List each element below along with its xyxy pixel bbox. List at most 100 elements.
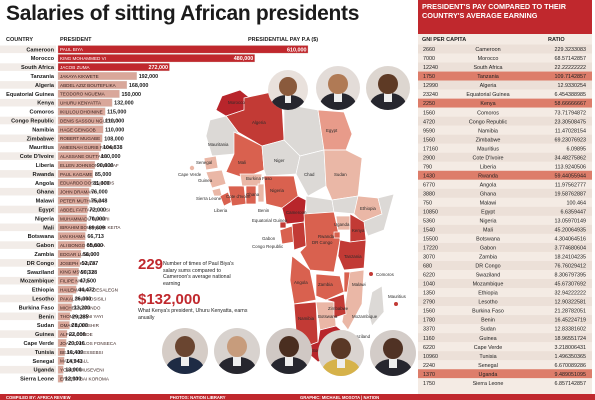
- salary-value-label: 90,000: [97, 163, 114, 169]
- gni-value: 12240: [423, 65, 438, 71]
- ratio-value: 6.09895: [567, 146, 587, 152]
- map-senegal: [203, 155, 219, 171]
- salary-bar: [57, 321, 70, 330]
- salary-bar: [57, 250, 82, 258]
- salary-value-label: 108,000: [104, 136, 124, 142]
- ratio-country: DR Congo: [475, 264, 500, 270]
- country-band: [0, 374, 56, 383]
- salary-value-label: 115,000: [107, 110, 126, 116]
- president-label: ALPHA CONDE: [60, 332, 93, 337]
- map-rwanda: [333, 231, 341, 239]
- gni-value: 1540: [423, 228, 435, 234]
- map-chad: [295, 149, 327, 197]
- ratio-country: Tunisia: [479, 354, 496, 360]
- map-label: Cape Verde: [178, 172, 202, 177]
- map-label: Nigeria: [270, 188, 284, 193]
- map-label: Cameroon: [286, 210, 307, 215]
- country-label: Cameroon: [26, 47, 54, 53]
- map-label: Liberia: [214, 208, 228, 213]
- stat-biya-ratio-value: 229: [138, 256, 164, 273]
- portrait-yoweri-museveni: [318, 330, 364, 376]
- salary-bar: [57, 152, 100, 161]
- gni-value: 17220: [423, 246, 438, 252]
- ratio-row: [418, 161, 592, 171]
- president-label: MACKY SALL: [60, 359, 89, 364]
- president-label: BEJI CAID ESSEBSI: [60, 350, 103, 355]
- ratio-value: 45.20064935: [555, 228, 586, 234]
- country-band: [0, 205, 56, 214]
- salary-bar: [57, 241, 85, 250]
- salary-bar: [57, 161, 96, 169]
- column-gni-per-capita: GNI PER CAPITA: [422, 37, 467, 43]
- country-label: Morocco: [31, 56, 55, 62]
- president-label: IKILILOU DHOININE: [60, 110, 103, 115]
- country-band: [0, 143, 56, 151]
- salary-bar: [57, 116, 104, 125]
- country-label: South Africa: [21, 65, 55, 71]
- ratio-value: 13.05970149: [555, 219, 586, 225]
- map-label: Equatorial Guinea: [252, 218, 288, 223]
- ratio-value: 12.90322581: [555, 300, 586, 306]
- portrait-ernest-bai-koroma: [370, 330, 416, 376]
- country-band: [0, 170, 56, 178]
- country-band: [0, 134, 56, 143]
- country-band: [0, 357, 56, 365]
- footer: COMPILED BY: AFRICA REVIEW PHOTOS: NATIO…: [0, 394, 595, 400]
- portrait-paul-biya: [366, 66, 410, 110]
- map-label: Botswana: [318, 314, 338, 319]
- country-band: [0, 161, 56, 169]
- page-title: Salaries of sitting African presidents: [6, 2, 360, 25]
- ratio-value: 11.47028154: [555, 128, 586, 134]
- salary-value-label: 22,000: [69, 332, 86, 338]
- salary-bar: [57, 89, 120, 98]
- ratio-row: [418, 297, 592, 307]
- president-label: YOWERI MUSEVENI: [60, 368, 104, 373]
- salary-value-label: 104,838: [103, 145, 123, 151]
- country-label: Liberia: [36, 163, 55, 169]
- country-label: Gabon: [36, 243, 54, 249]
- gni-value: 17160: [423, 146, 438, 152]
- ratio-value: 8.306797395: [555, 273, 586, 279]
- president-label: ELLEN JOHNSON SIRLEAF: [60, 163, 119, 168]
- ratio-row: [418, 53, 592, 63]
- map-label: Guinea: [198, 178, 213, 183]
- ratio-country: Swaziland: [476, 273, 501, 279]
- country-band: [0, 241, 56, 249]
- president-label: PAUL BIYA: [60, 47, 84, 52]
- salary-value-label: 110,000: [105, 119, 124, 125]
- header-pay: PRESIDENTIAL PAY P.A ($): [248, 37, 319, 43]
- ratio-country: Algeria: [480, 83, 497, 89]
- ratio-country: Liberia: [480, 164, 496, 170]
- salary-bar: [57, 285, 77, 294]
- ratio-row: [418, 125, 592, 135]
- country-label: Lesotho: [32, 297, 54, 303]
- salary-bar: [57, 205, 88, 214]
- president-label: PAKALITHA MOSISILI: [60, 296, 106, 301]
- salary-bar: [57, 134, 103, 143]
- country-band: [0, 312, 56, 321]
- ratio-row: [418, 80, 592, 90]
- country-label: Sierra Leone: [20, 377, 54, 383]
- country-band: [0, 152, 56, 160]
- map-label: Kenya: [352, 228, 365, 233]
- ratio-country: Tanzania: [477, 74, 499, 80]
- gni-value: 9590: [423, 128, 435, 134]
- country-label: Guinea: [35, 332, 55, 338]
- stat-biya-ratio-text: Number of times of Paul Biya's salary su…: [163, 261, 234, 287]
- president-label: PAUL KAGAME: [60, 172, 92, 177]
- country-label: DR Congo: [27, 261, 55, 267]
- map-label: Sierra Leone: [196, 196, 222, 201]
- ratio-country: Ghana: [480, 191, 496, 197]
- salary-bar: [57, 347, 65, 356]
- map-label: Egypt: [326, 128, 338, 133]
- country-label: Senegal: [33, 359, 55, 365]
- map-label: Mali: [238, 160, 246, 165]
- salary-value-label: 69,609: [89, 225, 106, 231]
- ratio-table: 2660 Cameroon 229.3233083 7000 Morocco 68.571…: [418, 44, 592, 388]
- ratio-country: Mali: [483, 228, 493, 234]
- ratio-row: [418, 342, 592, 352]
- gni-value: 1040: [423, 282, 435, 288]
- country-label: Congo Republic: [11, 119, 54, 125]
- map-drc: [299, 211, 341, 273]
- ratio-row: [418, 369, 592, 379]
